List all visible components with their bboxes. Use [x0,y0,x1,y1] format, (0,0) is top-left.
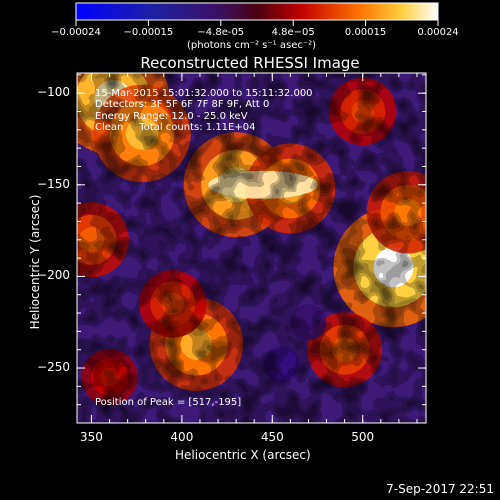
colorbar-tick-label: −4.8e-05 [197,27,245,38]
annotation-time: 15-Mar-2015 15:01:32.000 to 15:11:32.000 [95,88,313,99]
x-tick-label: 450 [260,430,284,444]
x-tick-label: 350 [80,430,103,444]
annotation-energy: Energy Range: 12.0 - 25.0 keV [95,111,248,122]
x-tick-label: 400 [170,430,194,444]
colorbar-tick-label: −0.00015 [123,27,174,38]
peak-label: Position of Peak = [517,-195] [95,397,242,408]
y-tick-label: −250 [37,360,70,375]
colorbar-tick-label: 0.00024 [417,27,459,38]
colorbar-units-label: (photons cm⁻² s⁻¹ asec⁻²) [187,40,317,51]
axes-ticks [77,73,426,423]
chart-title: Reconstructed RHESSI Image [140,54,360,72]
y-tick-label: −200 [37,268,70,283]
annotation-detectors: Detectors: 3F 5F 6F 7F 8F 9F, Att 0 [95,99,270,110]
y-tick-label: −100 [37,85,70,100]
x-tick-label: 500 [351,430,375,444]
colorbar-tick-label: −0.00024 [51,27,101,38]
annotation-counts: Clean Total counts: 1.11E+04 [95,122,256,133]
colorbar-tick-label: 4.8e−05 [271,27,315,38]
x-axis-label: Heliocentric X (arcsec) [175,448,311,462]
colorbar-tick-label: 0.00015 [344,27,387,38]
y-axis-label: Heliocentric Y (arcsec) [28,194,42,330]
plot-frame [76,72,427,424]
colorbar [75,2,439,26]
footer-date: 7-Sep-2017 22:51 [386,482,494,496]
y-tick-label: −150 [37,176,70,191]
colorbar-gradient [75,2,439,21]
colorbar-ticks [75,20,439,26]
